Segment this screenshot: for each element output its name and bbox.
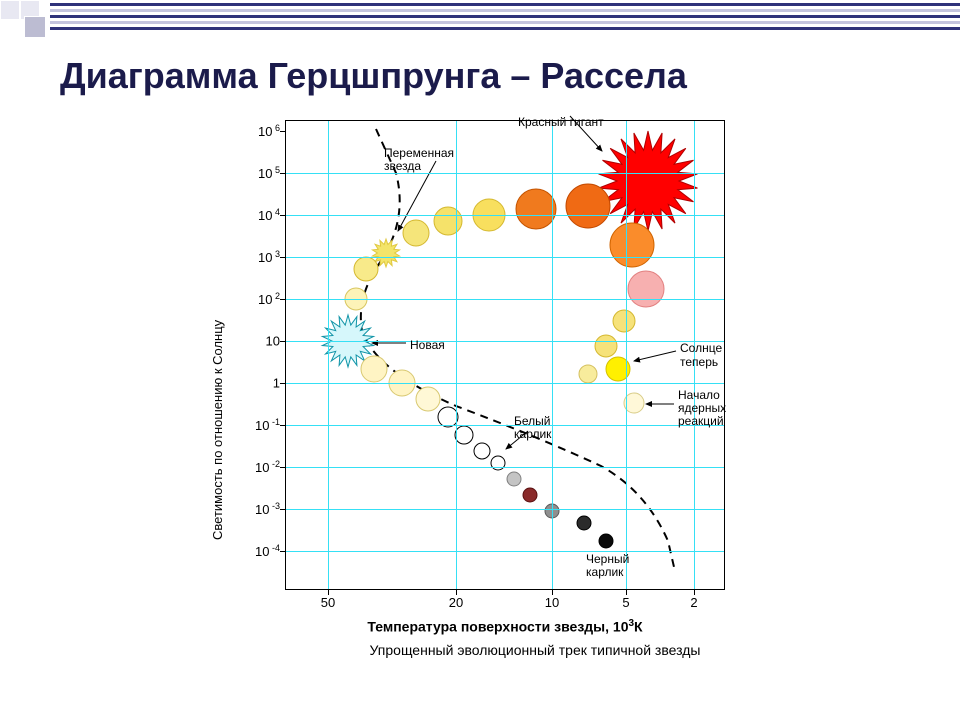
x-tick: 20 xyxy=(449,589,463,610)
x-tick: 10 xyxy=(545,589,559,610)
y-axis-label: Светимость по отношению к Солнцу xyxy=(210,320,225,540)
giant-pink xyxy=(628,271,664,307)
giant-orange2 xyxy=(566,184,610,228)
giant-orange3 xyxy=(610,223,654,267)
giant-yellow1 xyxy=(354,257,378,281)
y-tick: 1 xyxy=(273,376,286,391)
giant-yellow2 xyxy=(403,220,429,246)
chart-caption: Упрощенный эволюционный трек типичной зв… xyxy=(325,642,745,658)
ms-4 xyxy=(579,365,597,383)
red-giant-star xyxy=(599,131,698,231)
y-tick: 10 -1 xyxy=(255,417,286,433)
variable-star xyxy=(372,239,399,267)
hr-diagram: 10 6 10 5 10 4 10 3 10 2 10 1 10 -1 10 -2 10 -3 10… xyxy=(210,110,740,700)
y-tick: 10 4 xyxy=(258,207,286,223)
wd-top1 xyxy=(361,356,387,382)
giant-yellow3 xyxy=(434,207,462,235)
y-tick: 10 3 xyxy=(258,249,286,265)
chart-svg xyxy=(286,121,726,591)
y-tick: 10 -4 xyxy=(255,543,286,559)
x-tick: 5 xyxy=(622,589,629,610)
giant-orange1 xyxy=(516,189,556,229)
slide-top-bar xyxy=(0,0,960,34)
black-2 xyxy=(599,534,613,548)
y-tick: 10 6 xyxy=(258,123,286,139)
label-sun-now: Солнцетеперь xyxy=(680,341,722,369)
y-tick: 10 -2 xyxy=(255,459,286,475)
ms-1 xyxy=(613,310,635,332)
label-variable: Переменнаязвезда xyxy=(384,147,454,173)
label-red-giant: Красный гигант xyxy=(518,116,604,129)
x-tick: 2 xyxy=(690,589,697,610)
wd-2 xyxy=(455,426,473,444)
maroon xyxy=(523,488,537,502)
label-white-dwarf: Белыйкарлик xyxy=(514,415,551,441)
y-tick: 10 5 xyxy=(258,165,286,181)
wd-3 xyxy=(474,443,490,459)
label-black-dwarf-lbl: Черныйкарлик xyxy=(586,553,629,579)
y-tick: 10 -3 xyxy=(255,501,286,517)
wd-1 xyxy=(438,407,458,427)
ms-3 xyxy=(624,393,644,413)
x-tick: 50 xyxy=(321,589,335,610)
y-tick: 10 xyxy=(266,334,286,349)
ms-2 xyxy=(595,335,617,357)
arrow-sun-now xyxy=(634,351,676,361)
black-1 xyxy=(577,516,591,530)
y-tick: 10 2 xyxy=(258,291,286,307)
plot-area: 10 610 510 410 310 210110 -110 -210 -310… xyxy=(285,120,725,590)
label-nova: Новая xyxy=(410,339,445,352)
corner-squares xyxy=(0,0,40,20)
page-title: Диаграмма Герцшпрунга – Рассела xyxy=(60,55,687,97)
top-stripes xyxy=(50,3,960,33)
x-axis-label: Температура поверхности звезды, 103К xyxy=(285,618,725,635)
gray-1 xyxy=(507,472,521,486)
label-nuclear: Началоядерныхреакций xyxy=(678,389,726,428)
wd-top3 xyxy=(416,387,440,411)
evolutionary-track xyxy=(361,129,674,567)
